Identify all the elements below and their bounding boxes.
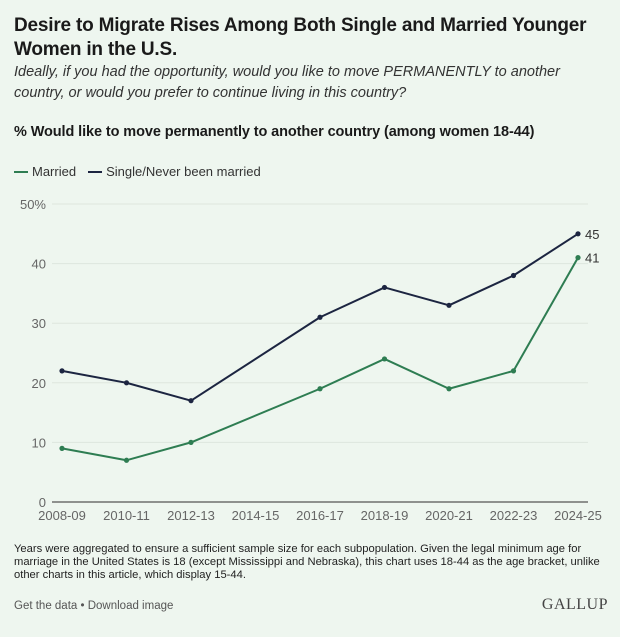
legend-swatch-married (14, 170, 28, 173)
data-point (123, 457, 130, 463)
link-separator: • (77, 600, 88, 612)
x-tick-label: 2020-21 (425, 508, 473, 523)
data-point (59, 368, 65, 374)
y-tick-label: 20 (32, 376, 46, 391)
data-point (123, 380, 130, 386)
footer-links: Get the data • Download image (14, 600, 173, 612)
x-tick-label: 2012-13 (167, 508, 215, 523)
get-data-link[interactable]: Get the data (14, 600, 78, 612)
data-point (575, 255, 581, 261)
legend: Married Single/Never been married (14, 164, 273, 179)
x-tick-label: 2014-15 (232, 508, 280, 523)
data-point (381, 284, 388, 291)
legend-swatch-single (88, 170, 103, 173)
y-tick-label: 30 (32, 316, 46, 331)
data-point (446, 386, 452, 392)
data-point (446, 302, 452, 308)
x-tick-label: 2024-25 (554, 508, 602, 523)
end-label: 41 (585, 251, 599, 266)
series-line-single-never-been-married (61, 232, 579, 402)
series-line-married (61, 257, 579, 462)
x-tick-label: 2008-09 (38, 508, 86, 523)
data-point (317, 386, 323, 392)
end-label: 45 (585, 227, 599, 242)
data-point (188, 439, 194, 445)
gridlines (52, 203, 588, 503)
y-tick-label: 0 (39, 495, 46, 510)
legend-label-single: Single/Never been married (106, 164, 261, 179)
x-axis-ticks: 2008-09 2010-11 2012-13 2014-15 2016-17 2018-… (38, 508, 602, 523)
data-point (575, 231, 581, 237)
legend-label-married: Married (32, 164, 77, 179)
data-point (510, 272, 517, 279)
gallup-logo: GALLUP (541, 596, 608, 613)
legend-item-single: Single/Never been married (88, 164, 261, 179)
x-tick-label: 2018-19 (361, 508, 409, 523)
chart-title: Desire to Migrate Rises Among Both Singl… (14, 15, 587, 60)
x-tick-label: 2010-11 (103, 508, 150, 523)
data-point (381, 356, 388, 362)
measure-label: % Would like to move permanently to anot… (14, 124, 535, 140)
legend-item-married: Married (14, 164, 76, 179)
data-point (59, 445, 65, 451)
x-tick-label: 2016-17 (296, 508, 344, 523)
x-tick-label: 2022-23 (490, 508, 538, 523)
y-tick-label: 40 (32, 257, 46, 272)
data-point (510, 368, 517, 374)
download-image-link[interactable]: Download image (87, 600, 174, 612)
y-axis-ticks: 0 10 20 30 40 50% (20, 197, 46, 510)
data-point (188, 398, 194, 404)
y-tick-label: 10 (32, 435, 46, 450)
series-lines (59, 231, 581, 463)
chart-subtitle: Ideally, if you had the opportunity, wou… (14, 64, 560, 101)
data-point (317, 314, 323, 320)
line-chart: 0 10 20 30 40 50% 2008-09 2010-11 2012-13 2014-1… (20, 197, 602, 523)
end-labels: 41 45 (585, 227, 599, 266)
y-tick-label: 50% (20, 197, 46, 212)
footnote: Years were aggregated to ensure a suffic… (14, 543, 600, 581)
